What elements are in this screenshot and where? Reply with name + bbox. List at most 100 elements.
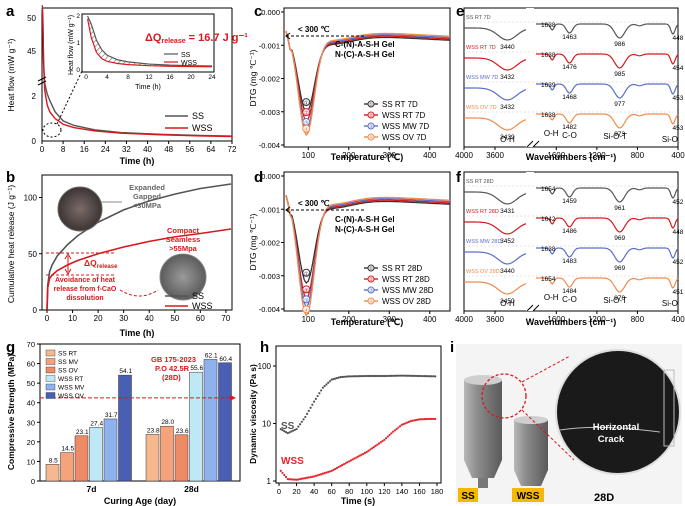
x-tick-label: 400 <box>671 315 685 324</box>
x-tick-label: 4000 <box>455 315 473 324</box>
data-point <box>384 437 388 440</box>
legend-label-wss: WSS <box>181 60 197 67</box>
inset-x-tick-label: 4 <box>105 74 109 81</box>
data-point <box>420 374 423 378</box>
gel-label-2: N-(C)-A-S-H Gel <box>335 225 395 234</box>
ss-label-line1: Expanded <box>129 183 165 192</box>
data-point <box>399 425 402 428</box>
data-point <box>393 429 396 432</box>
data-point <box>390 432 393 435</box>
data-point <box>432 375 435 378</box>
inset-frame <box>81 13 215 73</box>
inset-y-tick-label: 0 <box>76 67 80 74</box>
x-tick-label: 0 <box>45 314 50 323</box>
legend: ① SS RT 7D ② WSS RT 7D ③ WSS MW 7D ④ WSS OV 7D <box>364 100 429 142</box>
x-tick-label: 20 <box>292 487 300 496</box>
data-point <box>330 378 333 381</box>
legend-label: WSS OV <box>58 393 85 400</box>
panel-c: c 100 200 300 400 0.000 -0.001 -0.002 -0.003 -0.… <box>248 3 451 162</box>
peak-label: 3440 <box>500 44 515 51</box>
bar-value-label: 23.6 <box>176 428 189 435</box>
data-point <box>402 422 405 426</box>
data-point <box>430 375 433 378</box>
bar-wss-mv-28d <box>203 359 218 482</box>
tick-label-50: 50 <box>27 14 36 23</box>
data-point <box>423 418 426 421</box>
legend-label: SS RT 7D <box>382 100 418 109</box>
y-tick-label: 40 <box>27 399 35 408</box>
panel-i: i Horizontal Crack SS WSS 28D <box>450 339 682 504</box>
x-tick-label: 72 <box>228 145 237 154</box>
wss-label-line1: Compact <box>167 226 200 235</box>
axis-break <box>37 80 47 86</box>
y-tick-label: -0.002 <box>259 239 280 248</box>
inset-x-tick-label: 24 <box>208 74 216 81</box>
data-point <box>339 376 342 379</box>
data-point <box>335 377 339 380</box>
band-label: O-H <box>500 299 515 308</box>
y-tick-label: -0.001 <box>259 205 280 214</box>
data-point <box>290 478 293 481</box>
band-label: O-H <box>500 135 515 144</box>
series-line-2 <box>285 31 451 123</box>
data-point <box>367 374 370 378</box>
data-point <box>411 374 414 377</box>
data-point <box>337 465 340 469</box>
x-tick-label: 300 <box>383 315 397 324</box>
data-point <box>341 375 344 379</box>
data-point <box>307 409 310 412</box>
range-arrow-head <box>285 206 291 214</box>
data-point <box>321 386 324 389</box>
spectrum-left <box>463 87 527 101</box>
peak-label: 3432 <box>500 104 515 111</box>
data-point <box>434 417 437 421</box>
data-point <box>381 439 384 443</box>
legend-label: WSS MW 7D <box>382 122 429 131</box>
ss-tag <box>458 488 478 502</box>
data-point <box>427 375 430 378</box>
spectrum-left <box>463 117 527 131</box>
data-point <box>305 412 309 415</box>
legend-marker <box>367 297 375 305</box>
data-point <box>327 470 330 474</box>
data-point <box>418 374 421 378</box>
data-point <box>413 374 416 377</box>
plot-frame <box>275 345 442 484</box>
legend-label-wss: WSS <box>192 301 213 311</box>
spectrum-right <box>536 83 679 99</box>
bar-ss-rt-7d <box>45 464 60 482</box>
data-point <box>358 375 361 378</box>
series-label: WSS MW 7D <box>466 75 498 81</box>
data-point <box>281 428 284 432</box>
peak-label: 452 <box>673 199 684 206</box>
data-point <box>295 427 298 431</box>
data-point <box>320 389 323 392</box>
inset-x-tick-label: 20 <box>187 74 195 81</box>
data-point <box>291 478 295 481</box>
peak-label: 1463 <box>562 34 577 41</box>
legend-label: WSS MW 28D <box>382 286 434 295</box>
peak-marker-label: ③ <box>304 297 309 304</box>
x-tick-label: 8 <box>61 145 66 154</box>
data-point <box>346 461 349 464</box>
x-tick-label: 20 <box>94 314 103 323</box>
plot-series <box>46 183 232 311</box>
spectrum-left <box>463 281 527 295</box>
data-point <box>381 374 384 378</box>
y-tick-label: 70 <box>27 340 35 349</box>
data-point <box>397 374 400 377</box>
x-ticks: 0 8 16 24 32 40 48 56 64 72 <box>40 141 237 154</box>
data-point <box>349 459 353 462</box>
delta-q-label: ΔQrelease = 16.7 J g⁻¹ <box>145 32 248 45</box>
bar-ss-mv-28d <box>160 425 174 482</box>
series-label: WSS RT 28D <box>466 209 499 215</box>
band-label: O-H <box>544 129 559 138</box>
data-point <box>386 374 389 378</box>
x-tick-label: 3600 <box>486 315 504 324</box>
plot-frame <box>39 343 241 482</box>
data-point <box>390 374 393 377</box>
band-label: Si-O-T <box>603 296 627 305</box>
gel-label-2: N-(C)-A-S-H Gel <box>335 50 395 59</box>
data-point <box>423 375 426 378</box>
x-tick-label: 120 <box>378 487 391 496</box>
